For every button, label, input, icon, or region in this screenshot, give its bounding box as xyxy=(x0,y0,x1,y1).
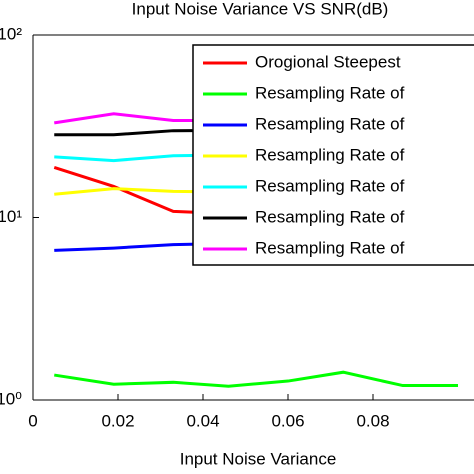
x-tick-label: 0.02 xyxy=(101,411,134,430)
x-axis-label: Input Noise Variance xyxy=(180,449,337,468)
x-tick-label: 0.08 xyxy=(356,411,389,430)
legend-label: Resampling Rate of xyxy=(255,83,405,102)
legend-label: Resampling Rate of xyxy=(255,114,405,133)
legend-label: Resampling Rate of xyxy=(255,176,405,195)
y-tick-label: 10² xyxy=(0,24,22,43)
series-line xyxy=(54,370,458,388)
legend-label: Resampling Rate of xyxy=(255,238,405,257)
chart-title: Input Noise Variance VS SNR(dB) xyxy=(132,0,389,18)
x-tick-label: 0 xyxy=(28,411,37,430)
x-tick-label: 0.04 xyxy=(186,411,219,430)
legend-label: Orogional Steepest xyxy=(255,52,401,71)
legend-label: Resampling Rate of xyxy=(255,145,405,164)
y-tick-label: 10¹ xyxy=(0,207,22,226)
legend-label: Resampling Rate of xyxy=(255,207,405,226)
y-tick-label: 10⁰ xyxy=(0,389,22,408)
x-tick-label: 0.06 xyxy=(271,411,304,430)
